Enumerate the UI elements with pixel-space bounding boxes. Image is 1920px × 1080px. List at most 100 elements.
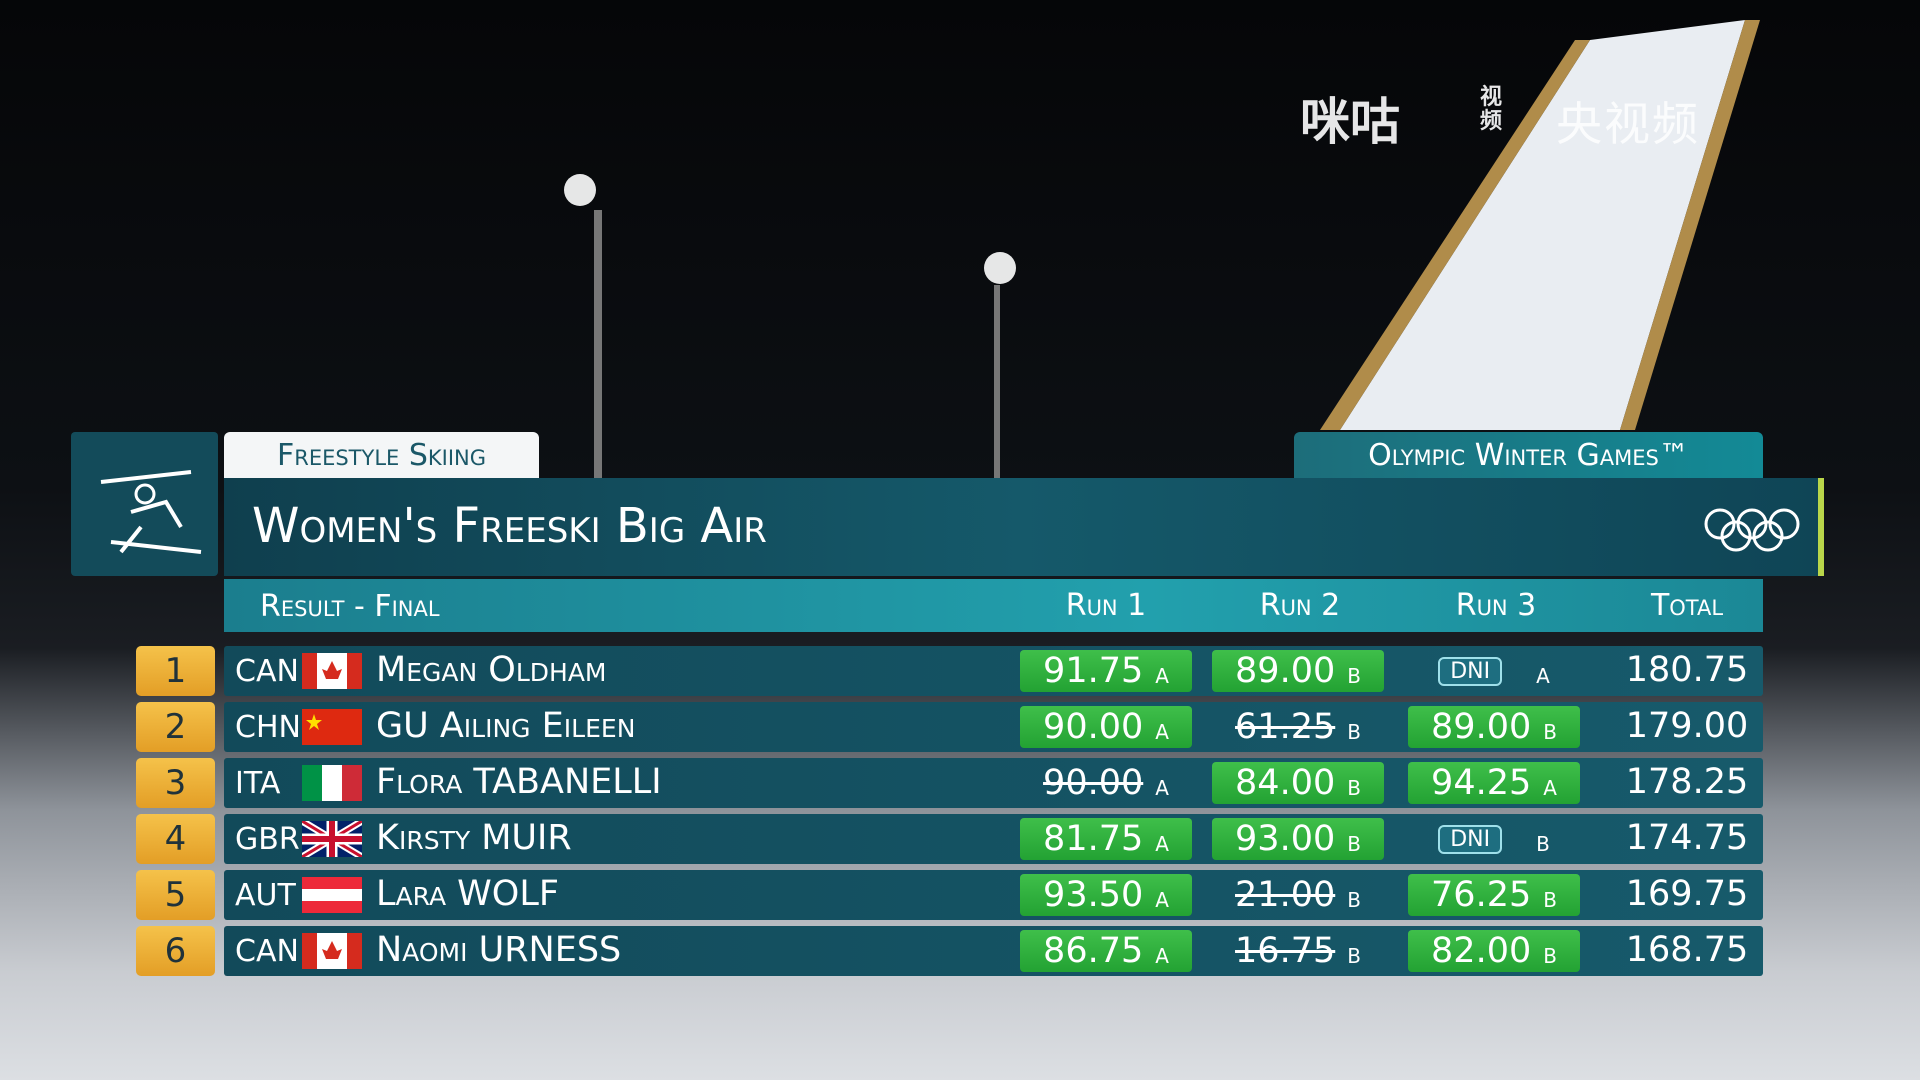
run-cell: 84.00 B [1212,762,1384,804]
country-flag [300,817,364,861]
column-header: Total [1650,588,1724,623]
light-pole [594,210,602,480]
jump-code: A [1543,776,1557,800]
olympic-rings [1704,508,1800,552]
run-score: DNI [1438,824,1503,854]
jump-code: B [1347,888,1361,912]
flag [302,877,362,913]
total-score: 178.25 [1625,762,1749,802]
light-pole [994,285,1000,480]
pictogram [100,470,202,554]
flag [302,933,362,969]
country-code: CHN [235,710,301,745]
rank-badge: 4 [136,814,215,864]
run-score: 21.00 [1235,875,1336,915]
run-score: 89.00 [1235,651,1336,691]
country-flag [302,709,362,745]
run-score: 82.00 [1431,931,1532,971]
games-tab: Olympic Winter Games™ [1294,432,1763,478]
country-flag [302,765,362,801]
country-flag [302,933,362,969]
country-code: CAN [235,654,299,689]
jump-code: B [1536,832,1550,856]
jump-code: B [1543,944,1557,968]
jump-code: A [1155,832,1169,856]
jump-code: A [1155,776,1169,800]
run-score: 84.00 [1235,763,1336,803]
jump-code: B [1347,664,1361,688]
run-cell: 89.00 B [1408,706,1580,748]
total-score: 180.75 [1625,650,1749,690]
jump-code: A [1155,944,1169,968]
run-cell: 93.00 B [1212,818,1384,860]
country-code: ITA [235,766,281,801]
column-header: Run 2 [1259,588,1341,623]
jump-code: B [1347,832,1361,856]
country-code: CAN [235,934,299,969]
athlete-name: Naomi URNESS [376,930,622,970]
jump-code: B [1543,888,1557,912]
flag [302,765,362,801]
ramp-rail [1620,20,1760,430]
flood-light [984,252,1016,284]
run-score: 61.25 [1235,707,1336,747]
rank-badge: 3 [136,758,215,808]
subheader-bar: Result - Final [224,579,1763,632]
run-cell: 90.00 A [1020,762,1192,804]
run-score: DNI [1438,656,1503,686]
run-score: 90.00 [1043,707,1144,747]
athlete-name: Kirsty MUIR [376,818,572,858]
run-cell: 76.25 B [1408,874,1580,916]
athlete-name: Megan Oldham [376,650,607,690]
jump-code: A [1155,720,1169,744]
run-cell: 93.50 A [1020,874,1192,916]
run-cell: 82.00 B [1408,930,1580,972]
run-score: 76.25 [1431,875,1532,915]
result-row [224,646,1763,696]
run-cell: 94.25 A [1408,762,1580,804]
jump-code: A [1536,664,1550,688]
total-score: 168.75 [1625,930,1749,970]
run-score: 89.00 [1431,707,1532,747]
sport-pictogram [71,432,218,576]
total-score: 179.00 [1625,706,1749,746]
flag [300,817,364,861]
run-cell: 90.00 A [1020,706,1192,748]
flood-light [564,174,596,206]
run-score: 81.75 [1043,819,1144,859]
country-code: AUT [235,878,296,913]
run-score: 16.75 [1235,931,1336,971]
total-score: 169.75 [1625,874,1749,914]
run-cell: 91.75 A [1020,650,1192,692]
migu-logo: 咪咕 [1300,93,1400,151]
flag [302,709,362,745]
country-code: GBR [235,822,300,857]
run-score: 86.75 [1043,931,1144,971]
run-score: 93.50 [1043,875,1144,915]
total-score: 174.75 [1625,818,1749,858]
run-score: 90.00 [1043,763,1144,803]
run-score: 93.00 [1235,819,1336,859]
migu-logo-sub: 视频 [1480,85,1503,134]
run-cell: DNI A [1408,650,1580,692]
country-flag [302,877,362,913]
column-header: Run 3 [1455,588,1537,623]
athlete-name: Flora TABANELLI [376,762,662,802]
run-score: 91.75 [1043,651,1144,691]
athlete-name: GU Ailing Eileen [376,706,636,746]
run-cell: DNI B [1408,818,1580,860]
column-header: Run 1 [1065,588,1147,623]
jump-code: B [1347,776,1361,800]
run-cell: 86.75 A [1020,930,1192,972]
ramp [1340,20,1745,430]
run-score: 94.25 [1431,763,1532,803]
title-bar: Women's Freeski Big Air [224,478,1824,576]
run-cell: 89.00 B [1212,650,1384,692]
athlete-name: Lara WOLF [376,874,559,914]
result-row [224,814,1763,864]
run-cell: 16.75 B [1212,930,1384,972]
country-flag [302,653,362,689]
flag [302,653,362,689]
